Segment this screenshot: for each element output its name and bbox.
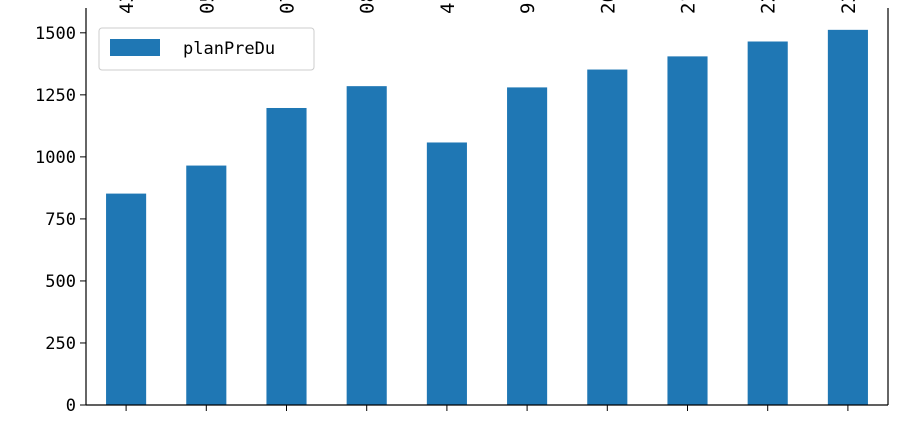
x-tick-label-4: 4 bbox=[437, 3, 459, 14]
bar-05 bbox=[186, 165, 227, 405]
x-tick-label-9: 9 bbox=[517, 3, 539, 14]
x-tick-label-20: 20 bbox=[597, 0, 619, 14]
bars-group bbox=[106, 29, 868, 406]
bar-4 bbox=[426, 142, 467, 406]
legend-swatch bbox=[110, 39, 160, 56]
x-tick-label-07: 07 bbox=[277, 0, 299, 14]
bar-08 bbox=[346, 86, 387, 405]
bar-23 bbox=[827, 29, 868, 406]
y-tick-label-500: 500 bbox=[45, 272, 76, 292]
y-tick-label-0: 0 bbox=[66, 396, 76, 416]
bar-07 bbox=[266, 107, 307, 406]
legend-label-planPreDu: planPreDu bbox=[183, 39, 275, 59]
legend-box bbox=[98, 27, 315, 71]
bar-22 bbox=[747, 41, 788, 405]
x-tick-label-43: 43 bbox=[116, 0, 138, 14]
bar-20 bbox=[587, 69, 628, 405]
axes-group: 0 250 500 750 1000 1250 1500 43 05 07 08 4 9 20 21 22 23 bbox=[35, 0, 889, 416]
bar-9 bbox=[507, 87, 548, 406]
y-tick-label-250: 250 bbox=[45, 334, 76, 354]
x-tick-label-21: 21 bbox=[678, 0, 700, 14]
legend: planPreDu bbox=[98, 27, 315, 71]
y-tick-label-1000: 1000 bbox=[35, 148, 76, 168]
x-tick-label-05: 05 bbox=[196, 0, 218, 14]
x-tick-label-22: 22 bbox=[758, 0, 780, 14]
y-tick-label-1500: 1500 bbox=[35, 24, 76, 44]
bar-43 bbox=[106, 193, 147, 405]
y-tick-label-750: 750 bbox=[45, 210, 76, 230]
x-tick-label-08: 08 bbox=[357, 0, 379, 14]
bar-21 bbox=[667, 56, 708, 405]
y-tick-label-1250: 1250 bbox=[35, 86, 76, 106]
x-tick-label-23: 23 bbox=[838, 0, 860, 14]
